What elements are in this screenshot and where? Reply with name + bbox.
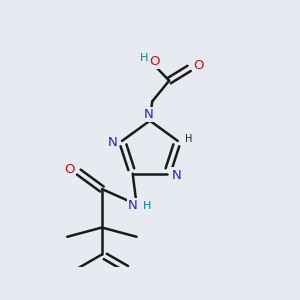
Text: H: H xyxy=(140,53,149,63)
Text: N: N xyxy=(128,200,138,212)
Text: O: O xyxy=(64,163,75,176)
Text: N: N xyxy=(143,108,153,121)
Text: H: H xyxy=(143,201,152,211)
Text: N: N xyxy=(108,136,118,149)
Text: O: O xyxy=(149,55,160,68)
Text: H: H xyxy=(185,134,192,144)
Text: O: O xyxy=(193,59,204,72)
Text: N: N xyxy=(172,169,181,182)
